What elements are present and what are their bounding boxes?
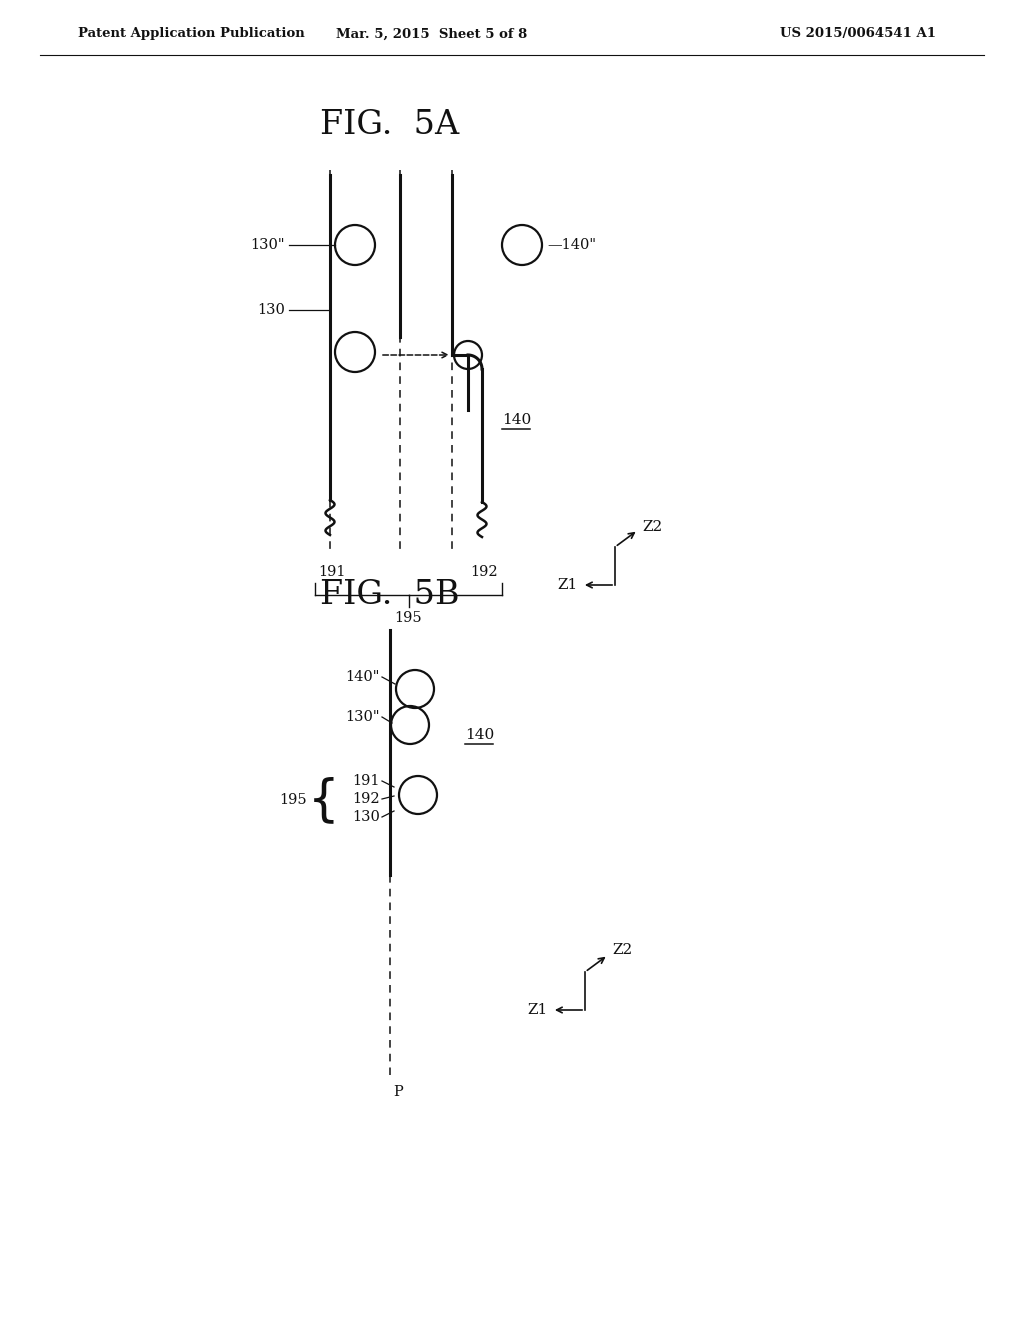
Text: Patent Application Publication: Patent Application Publication <box>78 28 305 41</box>
Text: 140: 140 <box>502 413 531 426</box>
Text: FIG.  5B: FIG. 5B <box>321 579 460 611</box>
Text: 140: 140 <box>465 729 495 742</box>
Text: 191: 191 <box>318 565 346 579</box>
Text: 191: 191 <box>352 774 380 788</box>
Text: 130": 130" <box>251 238 285 252</box>
Text: 192: 192 <box>352 792 380 807</box>
Text: FIG.  5A: FIG. 5A <box>321 110 460 141</box>
Text: —140": —140" <box>547 238 596 252</box>
Text: 140": 140" <box>346 671 380 684</box>
Text: Z2: Z2 <box>642 520 663 535</box>
Text: 195: 195 <box>280 793 307 807</box>
Text: US 2015/0064541 A1: US 2015/0064541 A1 <box>780 28 936 41</box>
Text: {: { <box>308 776 340 824</box>
Text: 130: 130 <box>352 810 380 824</box>
Text: P: P <box>393 1085 402 1100</box>
Text: Z2: Z2 <box>612 942 632 957</box>
Text: Z1: Z1 <box>527 1003 548 1016</box>
Text: 130": 130" <box>345 710 380 723</box>
Text: 195: 195 <box>394 611 422 624</box>
Text: Z1: Z1 <box>558 578 578 591</box>
Text: 130: 130 <box>257 304 285 317</box>
Text: 192: 192 <box>470 565 498 579</box>
Text: Mar. 5, 2015  Sheet 5 of 8: Mar. 5, 2015 Sheet 5 of 8 <box>336 28 527 41</box>
